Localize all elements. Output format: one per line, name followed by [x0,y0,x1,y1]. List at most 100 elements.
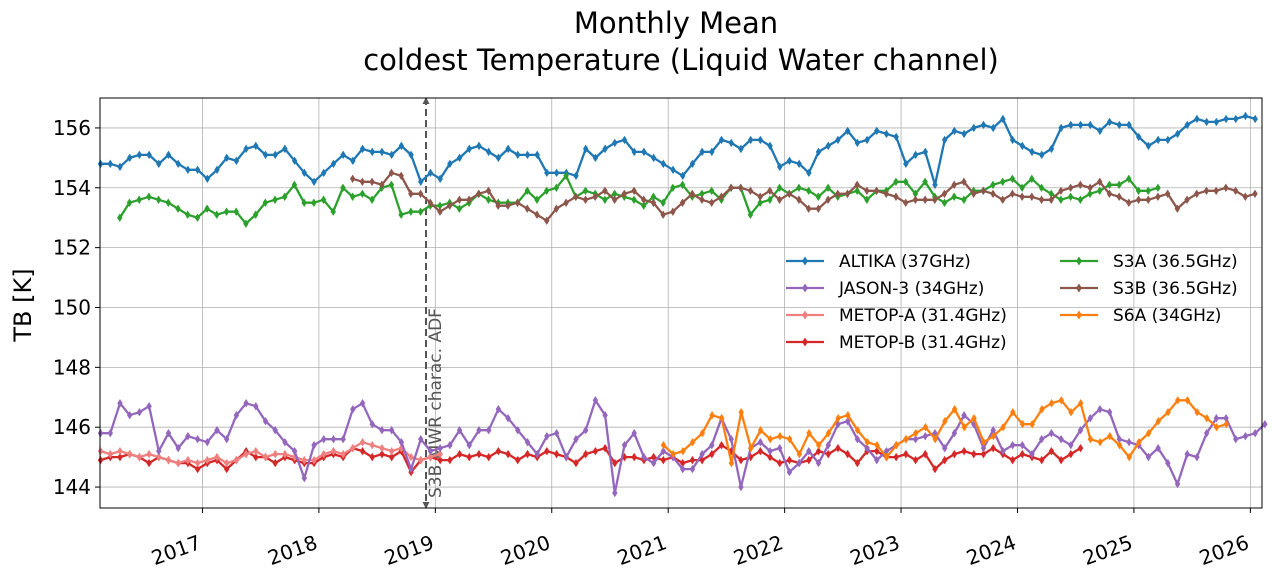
data-point [864,437,871,447]
data-point [233,455,240,465]
data-point [990,189,996,198]
data-point [1155,183,1161,192]
data-point [825,183,831,192]
data-point [883,446,890,456]
data-point [980,443,987,453]
data-point [602,186,608,195]
legend-item: METOP-B (31.4GHz) [786,333,1007,353]
data-point [505,414,511,423]
y-tick-label: 144 [53,475,91,499]
data-point [951,180,957,189]
data-point [476,141,482,151]
data-point [1184,120,1190,130]
data-point [233,207,239,216]
data-point [379,449,385,459]
data-point [679,198,686,207]
data-point [670,207,676,216]
legend-marker [802,283,808,293]
data-point [1048,144,1055,154]
chart-title-line1: Monthly Mean [574,6,778,40]
data-point [670,449,676,459]
data-point [136,408,143,417]
data-point [1058,434,1064,444]
series-3 [97,440,1084,477]
data-point [1184,396,1191,405]
data-point [970,189,977,198]
data-point [282,449,288,459]
data-point [194,165,201,175]
data-point [1233,434,1239,444]
data-point [1106,117,1113,127]
data-point [1048,195,1054,204]
data-point [815,458,822,468]
data-point [1000,446,1006,456]
data-point [1262,420,1268,429]
legend-marker [802,310,808,320]
data-point [1009,135,1016,145]
data-point [1019,192,1025,201]
data-point [417,189,424,198]
data-point [980,120,987,130]
data-point [757,192,763,201]
data-point [699,147,705,157]
data-point [379,425,385,435]
data-point [718,440,725,450]
data-point [359,446,366,456]
data-point [660,440,667,450]
data-point [990,123,996,133]
data-point [641,147,647,157]
data-point [418,455,424,465]
data-point [1077,195,1084,204]
data-point [748,443,754,453]
data-point [845,411,851,420]
data-point [204,174,211,184]
data-point [1203,428,1210,438]
data-point [1029,420,1035,429]
data-point [709,449,715,459]
data-point [893,132,899,142]
data-point [874,126,880,136]
data-point [1039,405,1045,414]
data-point [175,204,181,213]
data-point [321,434,327,444]
data-point [175,159,181,169]
data-point [349,192,356,201]
data-point [1194,114,1200,124]
data-point [660,210,666,219]
data-point [641,452,647,462]
data-point [1145,186,1151,195]
data-point [913,428,919,438]
data-point [156,452,162,462]
data-point [175,443,181,453]
data-point [427,198,434,207]
data-point [126,153,133,163]
data-point [747,186,754,195]
data-point [961,446,967,456]
data-point [476,449,482,459]
legend-item: METOP-A (31.4GHz) [786,306,1007,326]
data-point [1194,452,1200,462]
data-point [835,414,841,423]
data-point [650,458,657,468]
data-point [1048,189,1054,198]
data-point [204,204,210,213]
data-point [1038,150,1045,160]
data-point [359,437,366,447]
data-point [388,452,395,462]
grid [100,98,1262,508]
data-point [456,195,463,204]
data-point [437,455,443,465]
data-point [369,177,375,186]
data-point [1097,437,1103,447]
data-point [854,434,861,444]
data-point [650,153,657,163]
data-point [825,449,831,459]
data-point [330,159,337,169]
data-point [573,171,579,181]
data-point [573,458,579,468]
series-line [662,399,1227,465]
data-point [679,458,686,468]
legend-label: ALTIKA (37GHz) [839,252,971,272]
data-point [728,183,734,192]
data-point [612,458,618,468]
